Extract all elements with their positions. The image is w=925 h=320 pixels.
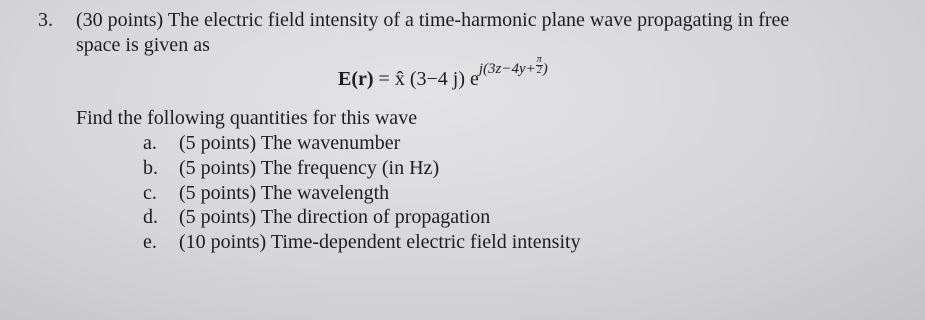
item-label: d.: [143, 206, 158, 229]
problem-text: space is given as: [76, 34, 210, 56]
equation-lhs: E(r): [338, 68, 374, 90]
item-label: e.: [143, 231, 157, 254]
prompt: Find the following quantities for this w…: [76, 107, 418, 129]
problem-number: 3.: [38, 9, 53, 31]
equation-exponent: j(3z−4y+ π 2): [478, 55, 548, 77]
exponent-text: ): [542, 61, 548, 77]
list-item: a. (5 points) The wavenumber: [143, 132, 581, 157]
exponent-text: j(3z−4y+: [478, 61, 536, 77]
item-text: (5 points) The wavelength: [179, 181, 390, 204]
item-text: (5 points) The wavenumber: [179, 132, 401, 154]
fraction-denominator: 2: [536, 65, 542, 77]
list-item: b. (5 points) The frequency (in Hz): [143, 157, 581, 182]
problem-text: (30 points) The electric field intensity…: [76, 9, 790, 31]
item-label: a.: [143, 132, 157, 154]
equation: E(r) = x̂ (3−4 j) ej(3z−4y+ π 2): [338, 55, 548, 92]
list-item: c. (5 points) The wavelength: [143, 182, 581, 207]
item-label: b.: [143, 156, 158, 179]
equation-equals: =: [378, 68, 390, 90]
list-item: d. (5 points) The direction of propagatio…: [143, 206, 581, 231]
item-text: (5 points) The direction of propagation: [179, 206, 491, 229]
list-item: e. (10 points) Time-dependent electric fi…: [143, 231, 581, 256]
item-label: c.: [143, 181, 157, 204]
item-text: (5 points) The frequency (in Hz): [179, 156, 440, 179]
fraction-numerator: π: [535, 54, 543, 67]
equation-rhs: x̂ (3−4 j) e: [394, 68, 479, 90]
item-list: a. (5 points) The wavenumber b. (5 points) …: [143, 132, 581, 256]
item-text: (10 points) Time-dependent electric fiel…: [179, 231, 581, 254]
